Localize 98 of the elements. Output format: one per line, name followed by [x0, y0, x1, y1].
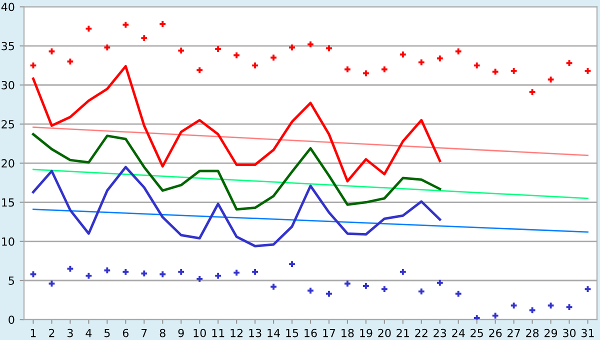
point: [48, 48, 55, 54]
y-tick-label: 0: [8, 316, 14, 324]
point: [215, 272, 222, 279]
x-tick-label: 2: [49, 328, 54, 338]
point: [566, 304, 572, 310]
point: [160, 21, 166, 27]
point: [344, 280, 350, 287]
point: [400, 52, 406, 58]
line-series: [32, 64, 442, 182]
point: [363, 283, 369, 289]
point: [474, 62, 480, 68]
point: [141, 270, 148, 276]
point: [234, 270, 240, 276]
point: [122, 268, 129, 275]
x-tick-label: 6: [122, 328, 128, 338]
x-tick-label: 1: [30, 328, 36, 338]
x-tick-label: 11: [212, 328, 224, 338]
point: [436, 55, 443, 62]
point: [67, 58, 74, 64]
x-tick-label: 15: [286, 328, 298, 338]
x-tick-label: 10: [194, 328, 206, 338]
point: [86, 26, 92, 32]
point: [196, 276, 203, 282]
point: [308, 288, 314, 294]
x-tick-label: 31: [582, 328, 594, 338]
x-tick-label: 22: [415, 328, 428, 338]
x-tick-label: 17: [323, 328, 336, 338]
x-tick-label: 13: [249, 328, 262, 338]
point: [510, 68, 517, 74]
point: [566, 60, 572, 66]
point: [104, 267, 110, 274]
x-tick-label: 30: [563, 328, 576, 338]
x-tick-label: 14: [268, 328, 280, 338]
point: [326, 290, 332, 297]
point: [455, 290, 462, 297]
point: [418, 59, 424, 66]
x-tick-label: 25: [470, 328, 483, 338]
point: [252, 62, 258, 68]
x-tick-label: 12: [230, 328, 243, 338]
point: [529, 89, 536, 95]
point: [289, 44, 295, 50]
x-tick-label: 7: [142, 328, 147, 338]
x-tick-label: 21: [396, 328, 409, 338]
point: [548, 76, 554, 82]
point: [308, 41, 314, 48]
point: [86, 272, 92, 279]
point: [270, 54, 276, 61]
point: [510, 302, 517, 308]
point: [196, 67, 203, 74]
x-tick-label: 5: [104, 328, 110, 338]
x-tick-label: 3: [68, 328, 73, 338]
y-tick-label: 5: [8, 276, 14, 285]
x-tick-label: 24: [452, 328, 465, 338]
x-tick-label: 28: [526, 328, 539, 338]
point: [363, 70, 369, 76]
x-tick-label: 27: [508, 328, 520, 338]
x-tick-label: 20: [378, 328, 391, 338]
point: [252, 268, 258, 275]
point: [67, 266, 74, 272]
point: [418, 288, 424, 294]
point: [122, 22, 129, 28]
point: [141, 35, 148, 42]
y-tick-label: 35: [2, 42, 14, 50]
y-tick-label: 40: [1, 2, 14, 12]
x-tick-label: 19: [360, 328, 372, 338]
y-tick-label: 20: [2, 159, 14, 168]
x-tick-label: 4: [86, 328, 92, 338]
point: [436, 280, 443, 286]
point: [215, 46, 222, 52]
x-tick-label: 9: [178, 328, 184, 338]
y-tick-label: 30: [2, 80, 14, 90]
x-tick-label: 18: [342, 328, 354, 338]
point: [104, 44, 110, 50]
point: [381, 66, 388, 72]
line-series: [32, 166, 442, 248]
y-tick-label: 10: [2, 237, 14, 246]
point: [474, 315, 480, 320]
point: [289, 261, 295, 268]
x-tick-label: 29: [544, 328, 558, 338]
x-tick-label: 8: [160, 328, 166, 338]
line-series: [32, 133, 442, 211]
point: [381, 286, 388, 292]
point: [344, 66, 350, 72]
point: [48, 280, 55, 287]
y-tick-label: 15: [2, 198, 14, 207]
point: [178, 268, 184, 275]
x-tick-label: 23: [434, 328, 446, 338]
point: [234, 52, 240, 58]
point: [529, 307, 536, 314]
point: [400, 268, 406, 275]
point: [492, 68, 498, 75]
point: [455, 48, 462, 54]
x-tick-label: 16: [304, 328, 317, 338]
y-tick-label: 25: [2, 120, 14, 128]
point: [492, 312, 498, 319]
point: [178, 48, 184, 54]
x-tick-label: 26: [489, 328, 502, 338]
point: [548, 302, 554, 308]
